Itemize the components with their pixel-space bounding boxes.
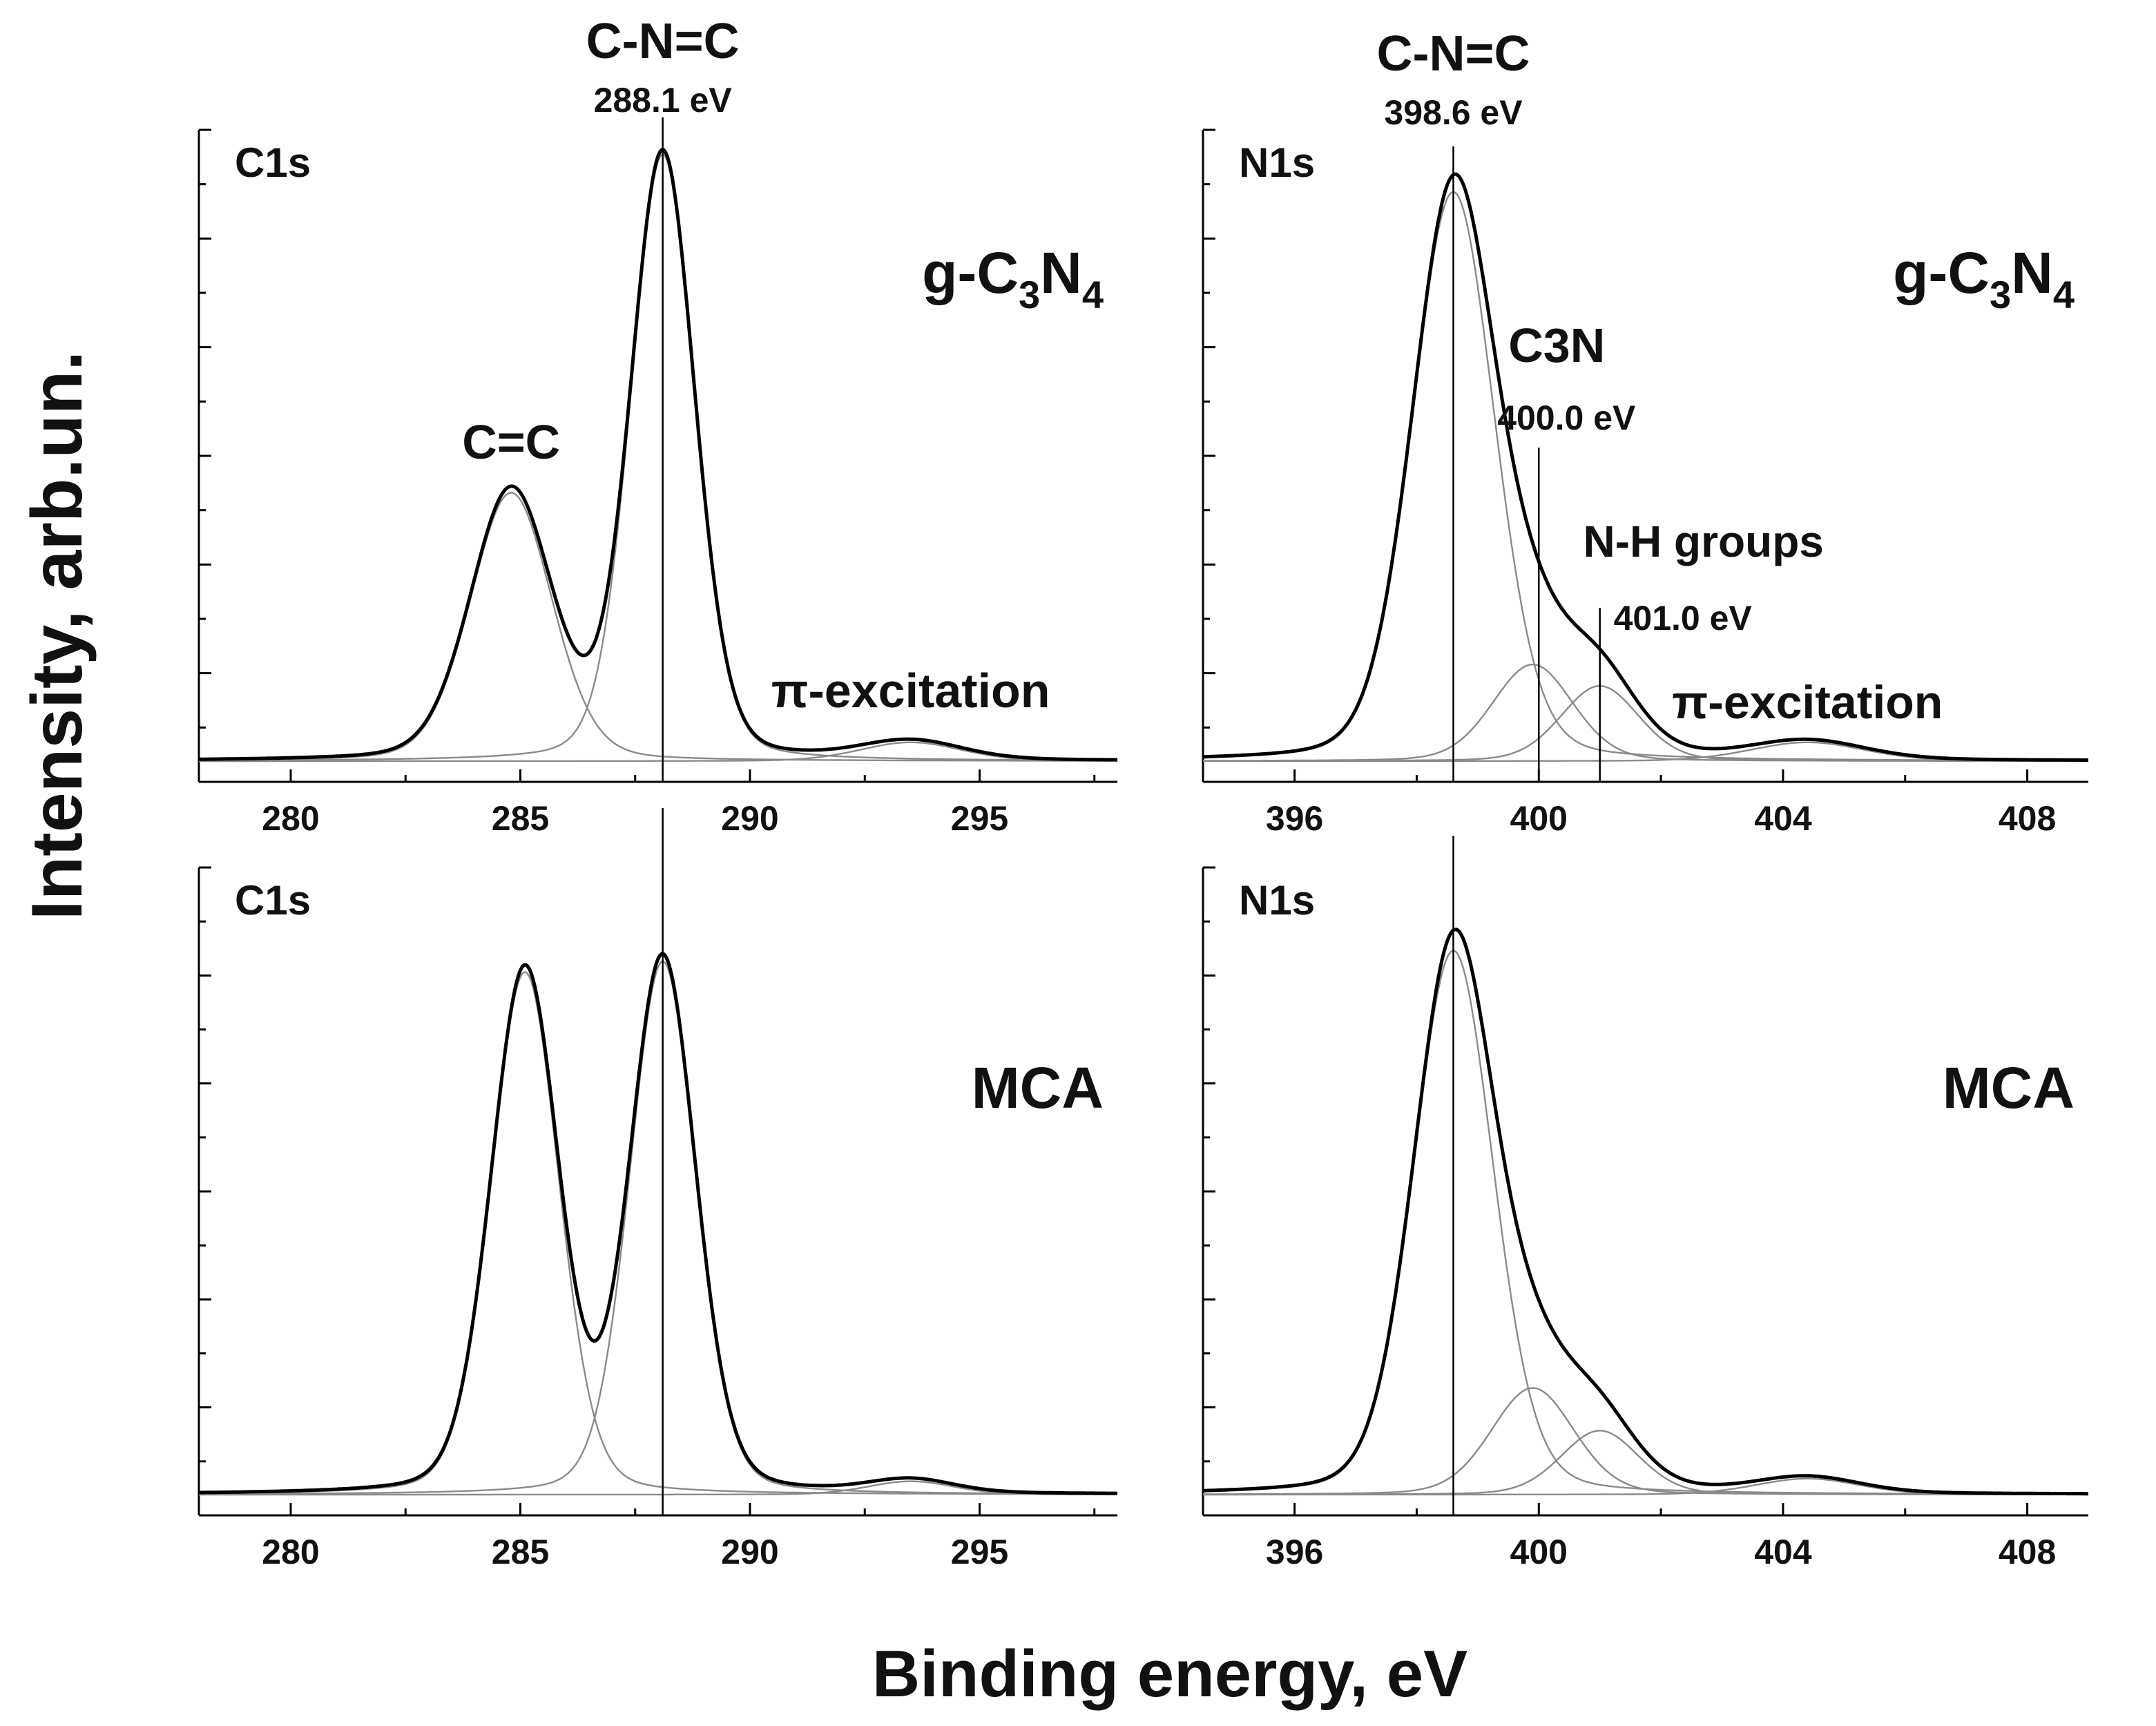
panel-label: C1s	[235, 140, 311, 186]
sample-label-part: g-C	[922, 240, 1019, 305]
x-tick-label: 280	[262, 799, 319, 838]
x-tick-label: 295	[951, 1533, 1008, 1571]
panel-n1s-mca: 396 400 404 408 N1s MCA	[1202, 836, 2088, 1571]
peak-annotation: 398.6 eV	[1384, 93, 1523, 132]
envelope-curve	[198, 952, 1118, 1495]
component-peak-1	[199, 960, 1117, 1495]
sample-label-part: MCA	[1943, 1055, 2075, 1120]
component-peak-2	[199, 1480, 1117, 1496]
x-tick-label: 280	[262, 1533, 319, 1571]
peak-annotation: 288.1 eV	[594, 81, 733, 119]
sample-label: MCA	[1943, 1055, 2075, 1120]
x-tick-label: 285	[492, 799, 549, 838]
peak-annotation: π-excitation	[1672, 676, 1943, 729]
x-tick-label: 295	[951, 799, 1008, 838]
x-tick-label: 396	[1266, 799, 1323, 838]
component-peak-2	[199, 741, 1117, 763]
x-tick-label: 408	[1999, 1533, 2056, 1571]
panel-c1s-mca: 280 285 290 295 C1s MCA	[198, 808, 1118, 1571]
sample-label: MCA	[972, 1055, 1104, 1120]
sample-label-part: MCA	[972, 1055, 1104, 1120]
peak-annotation: 400.0 eV	[1497, 399, 1636, 437]
panel-label: N1s	[1239, 877, 1315, 923]
peak-annotation: π-excitation	[771, 664, 1050, 718]
sample-label-part: N	[2011, 240, 2053, 305]
sample-label-subscript: 4	[2053, 273, 2075, 316]
x-axis-label: Binding energy, eV	[872, 1637, 1467, 1711]
x-tick-label: 396	[1266, 1533, 1323, 1571]
panel-label: C1s	[235, 877, 311, 923]
x-tick-label: 290	[721, 799, 778, 838]
panel-c1s-gc3n4: 280 285 290 295 C1s g-C3N4 C=C C-N=C 288.1 eV π-e…	[198, 14, 1117, 838]
peak-annotation: C3N	[1508, 318, 1605, 372]
peak-annotation: C-N=C	[586, 14, 740, 69]
peak-annotation: N-H groups	[1583, 517, 1823, 566]
x-tick-label: 404	[1754, 799, 1812, 838]
sample-label: g-C3N4	[922, 240, 1104, 316]
envelope-curve	[1202, 928, 2088, 1496]
sample-label-subscript: 3	[1019, 273, 1040, 316]
envelope-curve	[1203, 172, 2088, 762]
x-tick-label: 400	[1510, 1533, 1568, 1571]
y-axis-label: Intensity, arb.un.	[17, 351, 97, 920]
sample-label: g-C3N4	[1893, 240, 2075, 316]
panel-label: N1s	[1239, 140, 1315, 186]
sample-label-part: g-C	[1893, 240, 1990, 305]
peak-annotation: C=C	[462, 415, 560, 469]
sample-label-part: N	[1040, 240, 1082, 305]
sample-label-subscript: 3	[1990, 273, 2011, 316]
x-tick-label: 404	[1754, 1533, 1812, 1571]
sample-label-subscript: 4	[1082, 273, 1104, 316]
x-tick-label: 285	[492, 1533, 549, 1571]
x-tick-label: 408	[1999, 799, 2056, 838]
peak-annotation: 401.0 eV	[1614, 599, 1753, 637]
peak-annotation: C-N=C	[1376, 26, 1530, 81]
panel-n1s-gc3n4: 396 400 404 408 N1s g-C3N4 C-N=C 398.6 eV C3N 400…	[1202, 26, 2088, 838]
x-tick-label: 290	[721, 1533, 778, 1571]
x-tick-label: 400	[1510, 799, 1568, 838]
envelope-curve	[199, 148, 1117, 762]
